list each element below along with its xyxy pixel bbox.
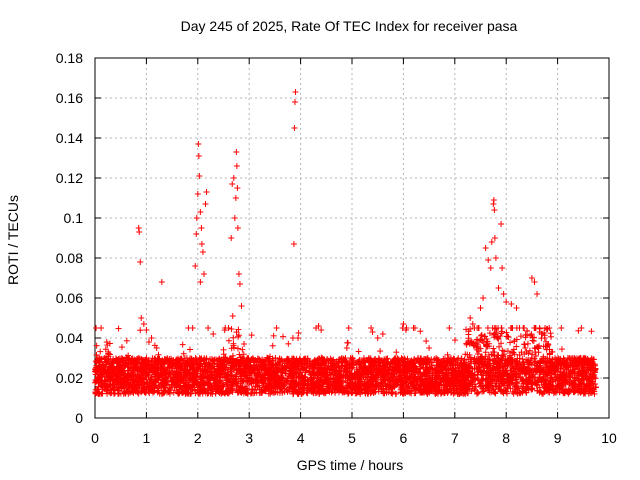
y-tick-label: 0.02 [56, 370, 83, 386]
x-tick-label: 2 [194, 430, 202, 446]
background-point [345, 325, 352, 331]
y-tick-label: 0.12 [56, 170, 83, 186]
background-point [137, 327, 144, 334]
background-point [588, 328, 595, 335]
background-point [368, 325, 375, 331]
y-tick-label: 0.08 [56, 250, 83, 266]
background-point [235, 333, 242, 340]
x-tick-label: 0 [91, 430, 99, 446]
background-point [269, 342, 276, 349]
background-point [93, 342, 100, 349]
x-tick-label: 9 [554, 430, 562, 446]
x-tick-label: 3 [245, 430, 253, 446]
background-point [228, 326, 235, 333]
x-tick-label: 10 [601, 430, 617, 446]
background-point [118, 344, 125, 351]
background-point [475, 390, 482, 397]
background-point [123, 337, 130, 344]
y-tick-label: 0.04 [56, 330, 83, 346]
background-point [558, 346, 565, 353]
axis-ticks: 0 1 2 3 4 5 6 7 8 9 10 0 0.02 0.04 0.06 0.08 0.1 0.12 0.14… [56, 50, 617, 446]
background-point [411, 325, 418, 331]
background-point [155, 351, 162, 358]
background-point [446, 325, 453, 331]
background-point [417, 328, 424, 335]
background-point [498, 325, 505, 331]
background-point [588, 355, 595, 362]
background-point [452, 337, 459, 344]
background-point [423, 338, 430, 345]
background-point [93, 351, 100, 358]
background-point [270, 332, 277, 339]
background-point [499, 328, 506, 335]
background-point [535, 344, 542, 351]
y-tick-label: 0.06 [56, 290, 83, 306]
background-point [507, 339, 514, 346]
background-point [558, 325, 565, 331]
background-point [106, 340, 113, 347]
background-point [530, 337, 537, 344]
background-point [97, 348, 104, 355]
y-tick-label: 0.18 [56, 50, 83, 66]
background-point [517, 333, 524, 340]
background-point [355, 348, 362, 355]
background-point [377, 348, 384, 355]
grid [95, 58, 609, 418]
background-point [225, 337, 232, 344]
background-point [115, 325, 122, 332]
y-tick-label: 0 [75, 410, 83, 426]
x-tick-label: 5 [348, 430, 356, 446]
background-point [230, 334, 237, 341]
y-tick-label: 0.16 [56, 90, 83, 106]
background-point [220, 346, 227, 353]
background-point [93, 325, 100, 331]
background-point [522, 344, 529, 351]
background-point [547, 330, 554, 337]
y-tick-label: 0.1 [64, 210, 84, 226]
dense-background-series [92, 325, 599, 397]
background-point [273, 325, 280, 331]
background-point [104, 342, 111, 349]
background-point [521, 325, 528, 331]
background-point [248, 332, 255, 339]
background-point [179, 341, 186, 348]
background-point [578, 325, 585, 331]
x-tick-label: 6 [400, 430, 408, 446]
x-tick-label: 7 [451, 430, 459, 446]
background-point [344, 339, 351, 346]
background-point [484, 325, 491, 331]
x-tick-label: 8 [502, 430, 510, 446]
y-tick-label: 0.14 [56, 130, 83, 146]
background-point [575, 327, 582, 334]
background-point [532, 352, 539, 359]
background-point [285, 340, 292, 347]
x-tick-label: 4 [297, 430, 305, 446]
background-point [393, 349, 400, 356]
background-point [295, 329, 302, 336]
background-point [234, 345, 241, 352]
x-tick-label: 1 [143, 430, 151, 446]
background-point [186, 346, 193, 353]
background-point [444, 351, 451, 358]
background-point [280, 333, 287, 340]
